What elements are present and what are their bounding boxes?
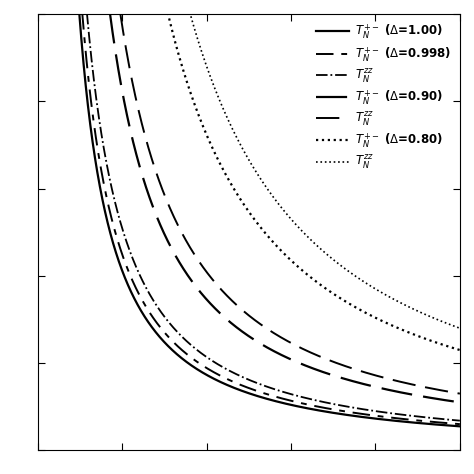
Legend: $T_N^{+-}$ ($\Delta$=1.00), $T_N^{+-}$ ($\Delta$=0.998), $T_N^{zz}$, $T_N^{+-}$ : $T_N^{+-}$ ($\Delta$=1.00), $T_N^{+-}$ (… bbox=[314, 20, 454, 174]
